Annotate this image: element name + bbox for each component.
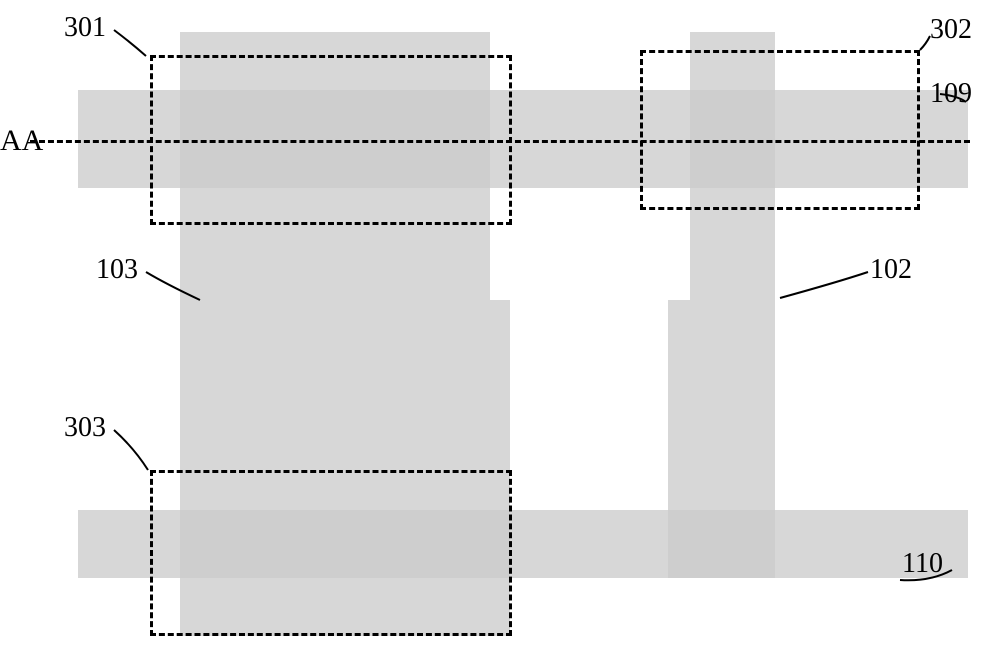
label-102: 102 (870, 254, 912, 286)
leader-102 (780, 272, 868, 298)
leader-302 (920, 36, 930, 50)
aa-section-line (30, 140, 970, 143)
label-110: 110 (902, 548, 943, 580)
label-301: 301 (64, 12, 106, 44)
leader-301 (114, 30, 146, 56)
box-302 (640, 50, 920, 210)
label-109: 109 (930, 78, 972, 110)
label-aa: AA (0, 124, 43, 158)
label-303: 303 (64, 412, 106, 444)
leader-303 (114, 430, 148, 470)
diagram-stage: AA 301 302 109 103 102 303 110 (0, 0, 1000, 658)
box-303 (150, 470, 512, 636)
label-103: 103 (96, 254, 138, 286)
label-302: 302 (930, 14, 972, 46)
